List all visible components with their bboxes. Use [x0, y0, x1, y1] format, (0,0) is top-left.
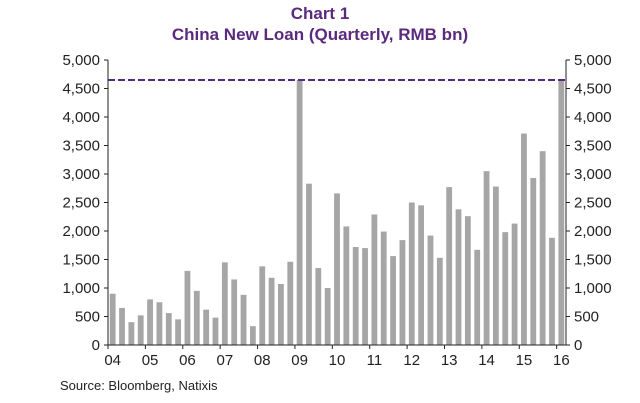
y-tick-label-left: 3,500	[62, 138, 100, 155]
bar	[502, 232, 509, 345]
y-tick-label-right: 1,500	[574, 252, 612, 269]
bar	[427, 235, 434, 345]
y-tick-label-right: 5,000	[574, 52, 612, 69]
x-tick-label: 14	[478, 352, 495, 369]
x-tick-label: 05	[142, 352, 159, 369]
bar	[408, 202, 415, 345]
x-tick-label: 11	[367, 352, 383, 369]
y-tick-label-right: 3,000	[574, 166, 612, 183]
y-tick-label-left: 1,000	[62, 280, 100, 297]
bar	[268, 277, 275, 345]
y-tick-label-left: 5,000	[62, 52, 100, 69]
bar	[212, 317, 219, 345]
y-tick-label-right: 1,000	[574, 280, 612, 297]
bar	[315, 268, 322, 345]
bar	[446, 187, 453, 345]
bar	[558, 79, 565, 345]
y-tick-label-left: 3,000	[62, 166, 100, 183]
x-tick-label: 06	[179, 352, 196, 369]
x-tick-label: 09	[291, 352, 308, 369]
bar	[324, 288, 331, 345]
bar	[147, 299, 153, 345]
y-tick-label-left: 500	[75, 309, 100, 326]
y-tick-label-right: 2,000	[574, 223, 612, 240]
x-tick-label: 16	[553, 352, 570, 369]
bar	[306, 183, 312, 345]
bar	[436, 257, 443, 345]
bar	[128, 322, 135, 345]
y-tick-label-right: 4,000	[574, 109, 612, 126]
y-tick-label-right: 3,500	[574, 138, 612, 155]
y-tick-label-left: 1,500	[62, 252, 100, 269]
y-tick-label-left: 2,000	[62, 223, 100, 240]
bar	[483, 171, 490, 345]
bar	[549, 237, 555, 345]
source-note: Source: Bloomberg, Natixis	[60, 378, 218, 393]
x-tick-label: 13	[441, 352, 458, 369]
y-tick-label-left: 4,000	[62, 109, 100, 126]
bar	[175, 319, 181, 345]
bar	[390, 256, 396, 345]
y-tick-label-right: 0	[574, 337, 582, 354]
x-tick-label: 07	[216, 352, 233, 369]
bar	[221, 262, 228, 345]
bar	[259, 266, 266, 345]
x-tick-label: 15	[516, 352, 533, 369]
bar	[464, 216, 471, 345]
bar	[371, 214, 378, 345]
bar	[240, 294, 247, 345]
chart-title: Chart 1	[290, 4, 350, 23]
y-tick-label-left: 4,500	[62, 81, 100, 98]
bar	[380, 231, 387, 345]
bar	[511, 223, 518, 345]
bar	[493, 186, 499, 345]
bar	[455, 209, 462, 345]
bar	[184, 270, 191, 345]
bar	[296, 79, 303, 345]
bar	[362, 248, 368, 345]
bar	[474, 249, 481, 345]
bar	[165, 313, 172, 345]
bar	[287, 261, 294, 345]
x-tick-label: 10	[329, 352, 346, 369]
bar	[203, 309, 210, 345]
bar	[343, 226, 350, 345]
bar	[193, 290, 200, 345]
y-tick-label-right: 500	[574, 309, 599, 326]
y-tick-label-left: 2,500	[62, 195, 100, 212]
bar	[530, 177, 537, 345]
chart-subtitle: China New Loan (Quarterly, RMB bn)	[171, 25, 469, 44]
y-tick-label-right: 4,500	[574, 81, 612, 98]
x-tick-label: 12	[403, 352, 420, 369]
bar	[399, 240, 406, 345]
bar	[278, 284, 284, 345]
bar	[119, 307, 125, 345]
bar	[231, 279, 238, 345]
bar	[249, 326, 256, 345]
bar	[352, 246, 359, 345]
x-tick-label: 08	[254, 352, 271, 369]
bar	[521, 133, 527, 345]
bar	[109, 293, 116, 345]
bar	[137, 315, 144, 345]
x-tick-label: 04	[104, 352, 121, 369]
bar	[334, 193, 340, 345]
y-tick-label-left: 0	[92, 337, 100, 354]
y-tick-label-right: 2,500	[574, 195, 612, 212]
bar	[156, 302, 163, 345]
bar	[539, 151, 546, 345]
bar	[418, 205, 425, 345]
